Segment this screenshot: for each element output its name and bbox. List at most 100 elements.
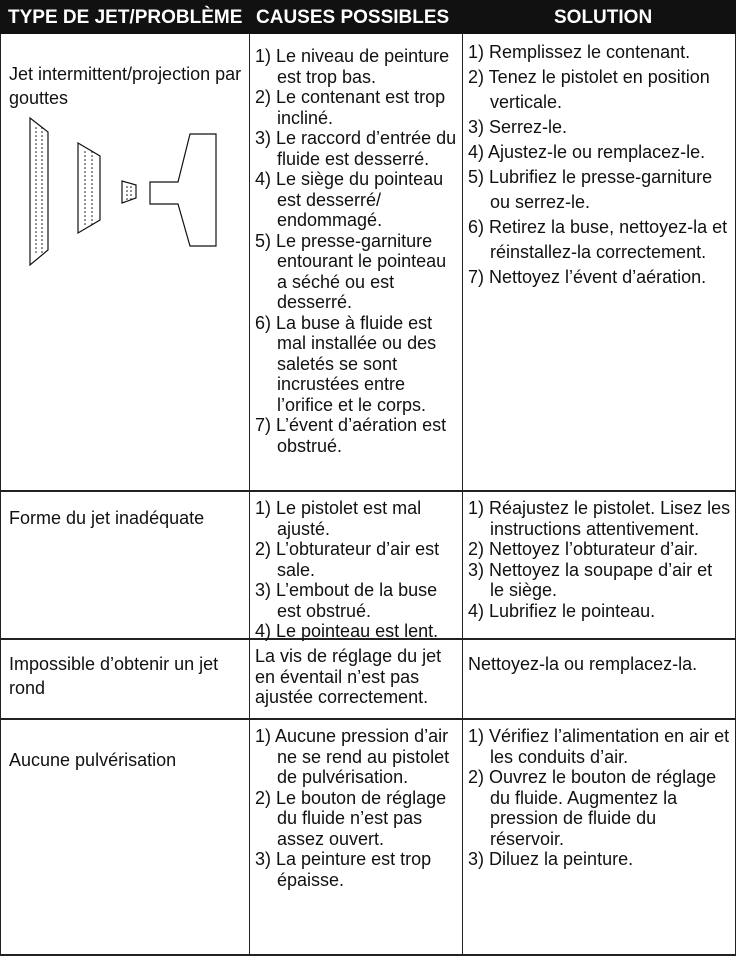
dot <box>35 159 37 161</box>
dot <box>35 215 37 217</box>
problem: Aucune pulvérisation <box>9 750 177 770</box>
dot <box>84 203 86 205</box>
dot <box>84 215 86 217</box>
dot <box>41 139 43 141</box>
solution: 6) Retirez la buse, nettoyez-la et réins… <box>468 217 728 262</box>
problem-cell: Impossible d’obtenir un jet rond <box>0 640 250 718</box>
dot <box>41 167 43 169</box>
dot <box>35 179 37 181</box>
solution-cell: 1) Réajustez le pistolet. Lisez les inst… <box>463 492 736 638</box>
dot <box>35 131 37 133</box>
dot <box>35 239 37 241</box>
dot <box>41 135 43 137</box>
dot <box>91 191 93 193</box>
cause: 2) L’obturateur d’air est sale. <box>255 539 440 580</box>
dot <box>35 183 37 185</box>
dot <box>41 171 43 173</box>
dot <box>41 163 43 165</box>
cause: 7) L’évent d’aération est obstrué. <box>255 415 447 456</box>
dot <box>84 163 86 165</box>
cause: 6) La buse à fluide est mal installée ou… <box>255 312 437 415</box>
dot <box>91 179 93 181</box>
dot <box>41 223 43 225</box>
cause-cell: La vis de réglage du jet en éventail n’e… <box>250 640 463 718</box>
dot <box>91 211 93 213</box>
dot <box>84 199 86 201</box>
dot <box>41 235 43 237</box>
dot <box>91 223 93 225</box>
problem-cell: Aucune pulvérisation <box>0 720 250 954</box>
dot <box>35 211 37 213</box>
dot <box>84 187 86 189</box>
dot <box>35 199 37 201</box>
dot <box>41 247 43 249</box>
solution: 1) Vérifiez l’alimentation en air et les… <box>468 726 730 767</box>
dot <box>41 143 43 145</box>
solution: 2) Nettoyez l’obturateur d’air. <box>468 539 699 559</box>
solution-cell: Nettoyez-la ou remplacez-la. <box>463 640 736 718</box>
dot <box>84 171 86 173</box>
dot <box>41 159 43 161</box>
problem: Impossible d’obtenir un jet rond <box>9 654 219 698</box>
cause-cell: 1) Le niveau de peinture est trop bas. 2)… <box>250 34 463 490</box>
dot <box>41 203 43 205</box>
dot <box>91 155 93 157</box>
dot <box>84 159 86 161</box>
cause: La vis de réglage du jet en éventail n’e… <box>255 646 442 707</box>
dot <box>41 199 43 201</box>
dot <box>35 219 37 221</box>
dot <box>41 187 43 189</box>
column-header: TYPE DE JET/PROBLÈME <box>8 7 243 28</box>
dot <box>35 231 37 233</box>
dot <box>91 199 93 201</box>
dot <box>35 195 37 197</box>
dot <box>91 163 93 165</box>
problem: Jet intermittent/projection par gouttes <box>9 64 242 108</box>
cause-cell: 1) Aucune pression d’air ne se rend au p… <box>250 720 463 954</box>
cause: 5) Le presse-garniture entourant le poin… <box>255 230 447 313</box>
dot <box>84 207 86 209</box>
solution-cell: 1) Remplissez le contenant. 2) Tenez le p… <box>463 34 736 490</box>
cause: 1) Le pistolet est mal ajusté. <box>255 498 422 539</box>
dot <box>41 227 43 229</box>
dot <box>41 191 43 193</box>
dot <box>35 139 37 141</box>
dot <box>91 219 93 221</box>
dot <box>91 215 93 217</box>
dot <box>91 171 93 173</box>
dot <box>41 175 43 177</box>
cause: 4) Le pointeau est lent. <box>255 621 439 641</box>
dot <box>41 127 43 129</box>
problem-cell: Jet intermittent/projection par gouttes <box>0 34 250 490</box>
dot <box>35 191 37 193</box>
dot <box>41 207 43 209</box>
problem-cell: Forme du jet inadéquate <box>0 492 250 638</box>
solution: 4) Lubrifiez le pointeau. <box>468 600 656 621</box>
dot <box>91 187 93 189</box>
dot <box>35 251 37 253</box>
dot <box>41 155 43 157</box>
dot <box>91 203 93 205</box>
dot <box>91 151 93 153</box>
dot <box>41 183 43 185</box>
dot <box>35 143 37 145</box>
dot <box>35 223 37 225</box>
dot <box>84 223 86 225</box>
dot <box>35 147 37 149</box>
dot <box>84 219 86 221</box>
solution: 3) Nettoyez la soupape d’air et le siège… <box>468 559 713 601</box>
dot <box>41 215 43 217</box>
dot <box>84 167 86 169</box>
dot <box>84 211 86 213</box>
solution: 3) Serrez-le. <box>468 117 568 137</box>
dot <box>35 247 37 249</box>
dot <box>84 175 86 177</box>
cause: 3) L’embout de la buse est obstrué. <box>255 580 438 621</box>
dot <box>35 135 37 137</box>
dot <box>35 155 37 157</box>
solution: 3) Diluez la peinture. <box>468 849 634 869</box>
header-bar: TYPE DE JET/PROBLÈME CAUSES POSSIBLES SO… <box>0 0 736 34</box>
dot <box>35 203 37 205</box>
table-row: Jet intermittent/projection par gouttes 1… <box>0 34 736 492</box>
cause: 2) Le bouton de réglage du fluide n’est … <box>255 787 447 849</box>
